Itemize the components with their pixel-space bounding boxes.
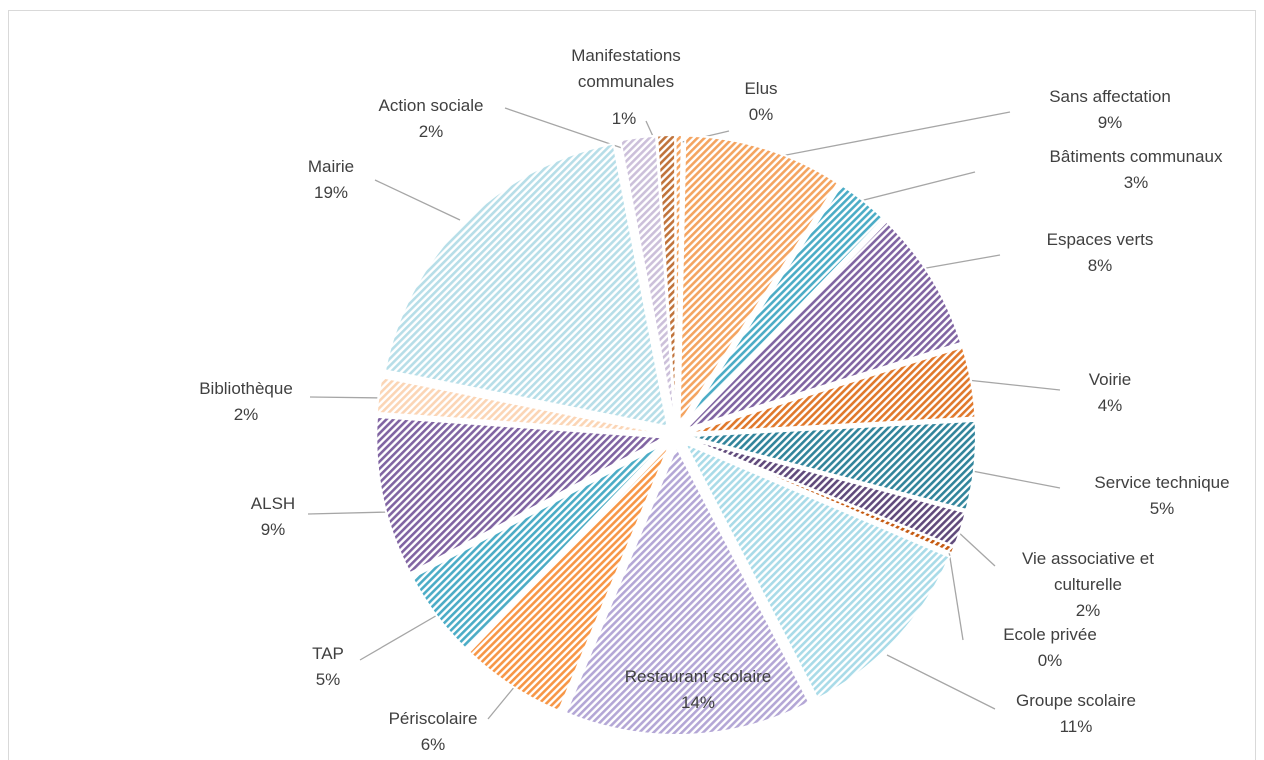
pie-slice: [619, 134, 676, 424]
leader-line: [966, 379, 1061, 391]
slice-label: ALSH 9%: [251, 494, 295, 539]
slice-label: Service technique 5%: [1094, 473, 1229, 518]
slice-label: Elus 0%: [744, 79, 777, 124]
pie-slice: [678, 134, 840, 427]
slice-label: TAP 5%: [312, 644, 344, 689]
slice-label: Bibliothèque 2%: [199, 379, 293, 424]
leader-line: [759, 111, 1011, 161]
pie-slice: [383, 142, 669, 428]
pie-slice: [682, 183, 886, 427]
pie-slice: [674, 134, 683, 424]
slice-label: Groupe scolaire 11%: [1016, 691, 1136, 736]
leader-line: [374, 179, 461, 221]
pie-slices: [375, 134, 977, 736]
pie-slice: [410, 441, 668, 651]
slice-label: Bâtiments communaux 3%: [1050, 147, 1223, 192]
leader-line: [359, 609, 447, 661]
leader-line: [309, 396, 389, 399]
pie-slice: [687, 345, 977, 434]
pie-slice: [467, 444, 671, 713]
leader-line: [855, 171, 976, 203]
slice-labels: Sans affectation 9% Bâtiments communaux 3% E…: [199, 46, 1229, 754]
chart-border: [8, 10, 1256, 760]
slice-label: Action sociale 2%: [379, 96, 484, 141]
pie-slice: [687, 419, 977, 512]
pie-slice: [375, 415, 668, 575]
leader-line: [955, 529, 996, 567]
pie-slice: [564, 444, 811, 736]
slice-label: Sans affectation 9%: [1049, 87, 1171, 132]
slice-label: Mairie 19%: [308, 157, 354, 202]
leader-line: [947, 544, 964, 641]
slice-label: Restaurant scolaire 14%: [625, 667, 771, 712]
pie-slice: [685, 220, 963, 430]
slice-label: Ecole privée 0%: [1003, 625, 1097, 670]
slice-label: Voirie 4%: [1089, 370, 1132, 415]
slice-label: Espaces verts 8%: [1047, 230, 1154, 275]
pie-slice: [375, 376, 665, 435]
leader-line: [914, 254, 1001, 271]
leader-lines: [307, 107, 1061, 720]
leader-line: [504, 107, 623, 149]
slice-label: Périscolaire 6%: [389, 709, 478, 754]
leader-line: [966, 469, 1061, 489]
slice-label: Vie associative et culturelle 2%: [1022, 549, 1154, 620]
leader-line: [307, 511, 391, 515]
pie-slice: [686, 438, 956, 555]
leader-line: [886, 654, 996, 710]
pie-slice: [682, 441, 951, 701]
slice-label: Manifestations communales 1%: [571, 46, 681, 128]
